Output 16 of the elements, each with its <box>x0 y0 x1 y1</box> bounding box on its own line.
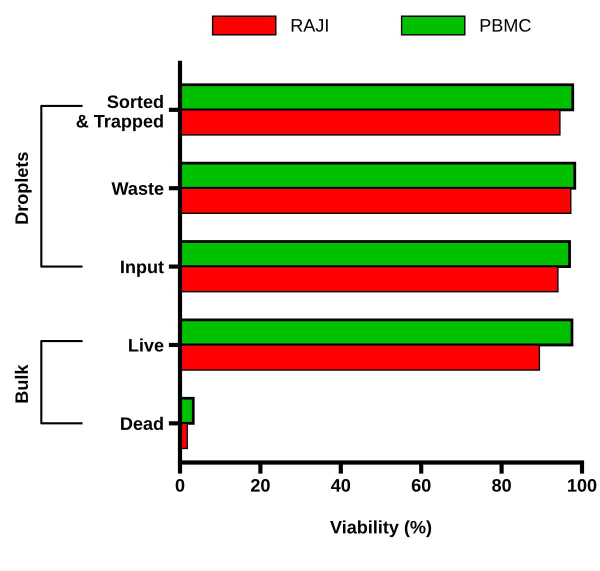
y-tick-label: Sorted & Trapped <box>76 94 163 132</box>
x-tick-label: 100 <box>568 478 596 492</box>
y-tick-label: Live <box>129 338 164 352</box>
text: Bulk <box>14 364 28 402</box>
y-tick-label: Input <box>121 260 164 277</box>
y-tick-label: Waste <box>112 182 164 195</box>
y-tick-label: Dead <box>121 416 163 430</box>
text: Droplets <box>14 152 32 224</box>
legend-label: PBMC <box>480 18 531 32</box>
legend-label: RAJI <box>292 19 328 32</box>
x-tick-label: 40 <box>331 478 350 492</box>
x-tick-label: 20 <box>250 478 270 492</box>
x-axis-title: Viability (%) <box>330 520 432 538</box>
x-tick-label: 80 <box>492 478 511 492</box>
x-tick-label: 60 <box>412 478 431 492</box>
x-tick-label: 0 <box>176 478 184 492</box>
